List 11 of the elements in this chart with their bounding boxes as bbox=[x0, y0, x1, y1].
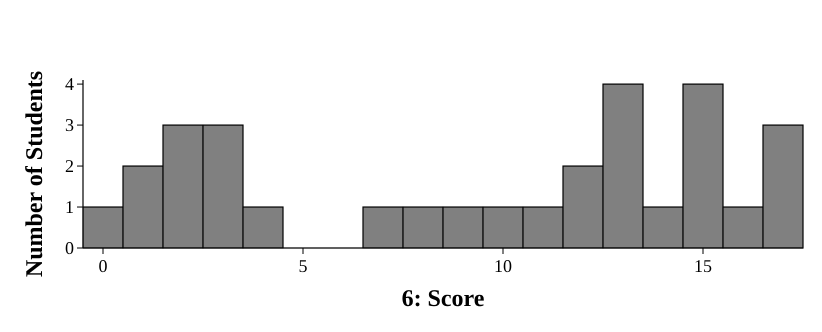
y-tick-label: 3 bbox=[65, 115, 74, 136]
x-tick-label: 5 bbox=[298, 256, 308, 276]
y-tick-label: 4 bbox=[65, 74, 74, 94]
y-tick-label: 0 bbox=[65, 238, 74, 258]
y-tick-label: 2 bbox=[65, 156, 74, 176]
y-axis-title: Number of Students bbox=[22, 70, 48, 278]
x-tick-label: 10 bbox=[494, 256, 512, 276]
x-tick-label: 0 bbox=[98, 256, 108, 276]
x-axis-title: 6: Score bbox=[402, 286, 485, 312]
x-tick-label: 15 bbox=[694, 256, 712, 276]
y-tick-label: 1 bbox=[65, 197, 74, 218]
